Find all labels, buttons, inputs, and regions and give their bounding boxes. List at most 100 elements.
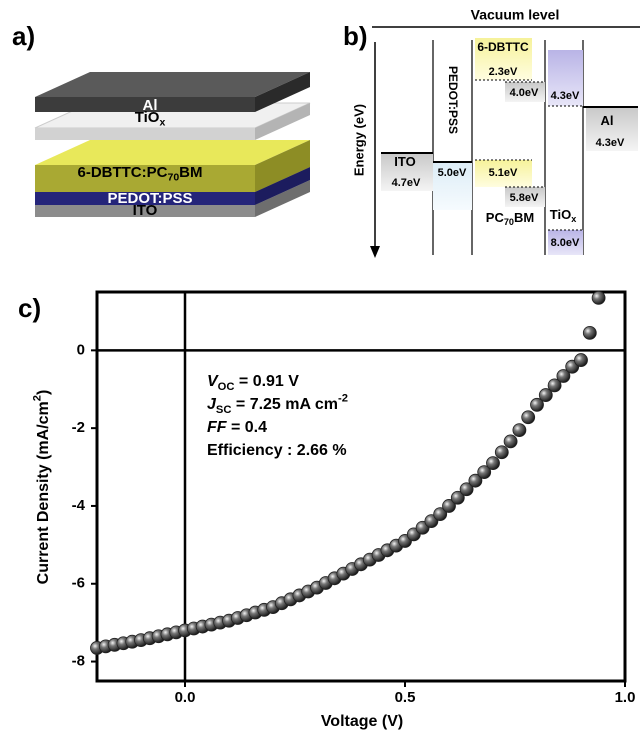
data-point [582, 325, 597, 340]
energy-label: 5.8eV [510, 192, 539, 204]
data-point [494, 445, 509, 460]
labels: a) b)c)AlTiOx6-DBTTC:PC70BMPEDOT:PSSITOVa… [12, 7, 625, 323]
al-front [35, 97, 255, 112]
data-point [503, 434, 518, 449]
ito-box [381, 153, 433, 191]
data-point [433, 507, 448, 522]
data-point [556, 369, 571, 383]
data-point [538, 388, 553, 402]
energy-label: 2.3eV [489, 66, 518, 78]
text-segment: 4.3eV [596, 137, 625, 149]
x-tick-label: 0.0 [175, 689, 196, 706]
pcbm-lumo-box [505, 82, 545, 102]
annotation: FF = 0.4 [207, 419, 267, 436]
layer-label: Al [143, 97, 158, 114]
text-segment: TiO [135, 109, 160, 126]
text-segment: Current Density (mA/cm [35, 401, 52, 584]
layer-label: ITO [133, 202, 158, 219]
pcbm-homo-box [505, 187, 545, 207]
energy-label: 5.1eV [489, 167, 518, 179]
energy-label: PEDOT:PSS [446, 66, 460, 134]
al-top [35, 72, 310, 97]
ito-side [255, 180, 310, 217]
text-segment: 70 [167, 171, 179, 183]
data-point [591, 290, 606, 305]
data-point [574, 353, 588, 367]
tiox-cb-box [548, 50, 583, 106]
data-point [450, 490, 465, 505]
text-segment: 4.7eV [392, 177, 421, 189]
energy-label: 8.0eV [551, 237, 580, 249]
energy-label: PC70BM [486, 210, 534, 227]
tiox-side [255, 103, 310, 140]
energy-label: 4.7eV [392, 177, 421, 189]
arrow-head [370, 246, 380, 258]
energy-label: ITO [394, 154, 415, 169]
data-point [530, 397, 544, 412]
text-segment: BM [514, 210, 534, 225]
al-side [255, 72, 310, 112]
text-segment: SC [216, 404, 232, 416]
data-point [468, 473, 483, 488]
x-tick-label: 0.5 [395, 689, 416, 706]
text-segment: 70 [504, 217, 514, 227]
text-segment: TiO [550, 207, 571, 222]
layer-label: TiOx [135, 109, 166, 128]
energy-diagram [370, 26, 640, 258]
text-segment: ITO [133, 202, 158, 219]
panel-label: b) [343, 21, 368, 51]
energy-axis-label: Energy (eV) [351, 104, 366, 176]
lumo-box [475, 38, 532, 80]
y-tick-label: -6 [72, 575, 85, 592]
energy-label: TiOx [550, 207, 577, 224]
plot-frame [95, 290, 627, 683]
active-side [255, 140, 310, 192]
text-segment: PEDOT:PSS [107, 190, 192, 207]
annotation: Efficiency : 2.66 % [207, 442, 347, 459]
data-point [547, 378, 562, 393]
text-segment: Al [143, 97, 158, 114]
text-segment: 5.8eV [510, 192, 539, 204]
energy-label: 4.0eV [510, 87, 539, 99]
panel-label: a) [12, 21, 35, 51]
data-point [477, 465, 492, 480]
energy-label: 5.0eV [438, 167, 467, 179]
homo-box [475, 160, 532, 187]
text-segment: 6-DBTTC:PC [77, 164, 167, 181]
text-segment: Voltage (V) [321, 713, 403, 730]
text-segment: OC [218, 381, 235, 393]
pedot-front [35, 192, 255, 205]
energy-label: Al [601, 113, 614, 128]
x-tick-label: 1.0 [615, 689, 636, 706]
text-segment: Al [601, 113, 614, 128]
text-segment: 4.0eV [510, 87, 539, 99]
active-front [35, 165, 255, 192]
text-segment: = 0.4 [227, 419, 268, 436]
text-segment: 4.3eV [551, 90, 580, 102]
text-segment: BM [179, 164, 202, 181]
text-segment: Efficiency : 2.66 % [207, 442, 347, 459]
text-segment: x [571, 214, 576, 224]
y-axis-label: Current Density (mA/cm2) [32, 390, 53, 585]
text-segment: J [207, 396, 217, 413]
text-segment: 2 [32, 395, 44, 401]
panel-label: c) [18, 293, 41, 323]
text-segment: 5.1eV [489, 167, 518, 179]
y-tick-label: 0 [77, 341, 85, 358]
data-point [442, 499, 456, 513]
energy-label: 4.3eV [551, 90, 580, 102]
y-tick-label: -4 [72, 497, 86, 514]
energy-label: 4.3eV [596, 137, 625, 149]
text-segment: 5.0eV [438, 167, 467, 179]
active-top [35, 140, 310, 165]
y-tick-label: -8 [72, 653, 85, 670]
al-box [586, 107, 638, 151]
ito-front [35, 205, 255, 217]
text-segment: x [159, 116, 165, 128]
text-segment: 2.3eV [489, 66, 518, 78]
text-segment: PEDOT:PSS [446, 66, 460, 134]
vacuum-level: Vacuum level [471, 7, 560, 23]
text-segment: V [207, 373, 219, 390]
